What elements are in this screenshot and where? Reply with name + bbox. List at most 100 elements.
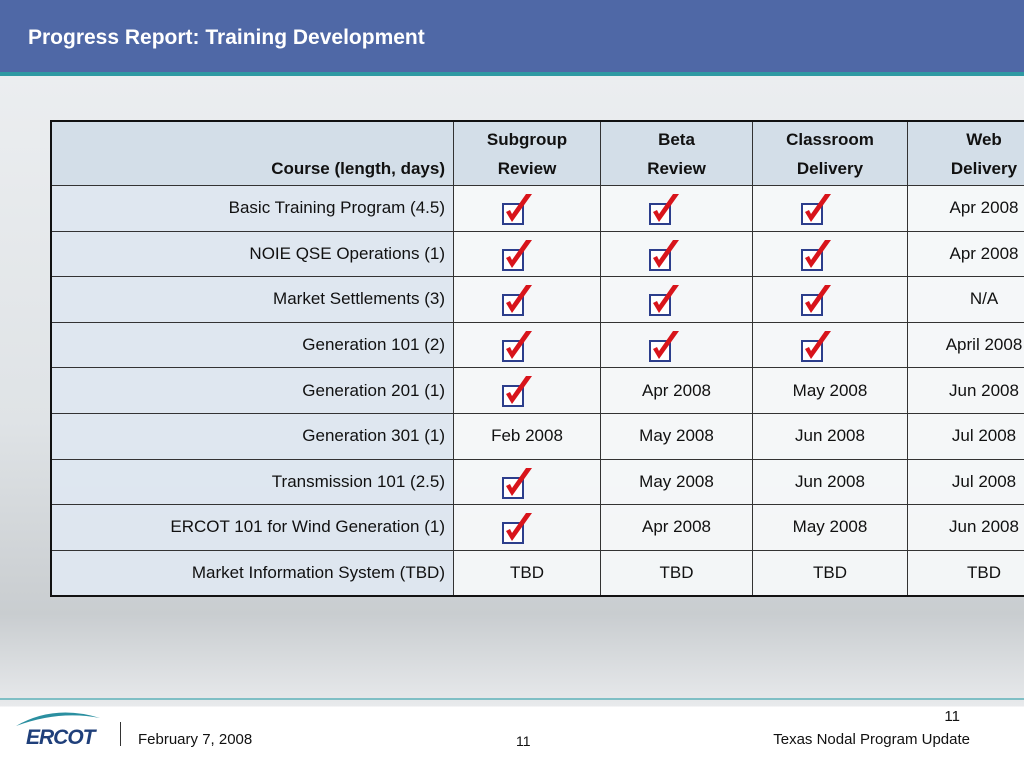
cell-text: May 2008 xyxy=(639,426,714,446)
slide-title: Progress Report: Training Development xyxy=(28,26,425,49)
checkmark-icon xyxy=(649,194,679,225)
table-row: Market Settlements (3) N/A xyxy=(50,276,1024,323)
table-row: Generation 201 (1) Apr 2008 May 2008 Jun 20… xyxy=(50,367,1024,414)
logo: ERCOT xyxy=(26,726,95,749)
column-header: Web Delivery xyxy=(907,120,1024,186)
cell-text: Generation 101 (2) xyxy=(302,335,445,355)
status-cell: Jun 2008 xyxy=(907,367,1024,414)
cell-text: TBD xyxy=(967,563,1001,583)
status-cell: Jul 2008 xyxy=(907,458,1024,506)
cell-text: Apr 2008 xyxy=(642,517,711,537)
status-cell: Jun 2008 xyxy=(907,504,1024,551)
table-row: Basic Training Program (4.5) Apr 2008 xyxy=(50,185,1024,232)
course-name: Market Settlements (3) xyxy=(50,276,454,323)
cell-text: May 2008 xyxy=(792,380,868,400)
course-name: NOIE QSE Operations (1) xyxy=(50,230,454,278)
status-cell xyxy=(752,185,908,232)
header-text: Review xyxy=(497,158,557,178)
slide-number: 11 xyxy=(944,708,960,725)
cell-text: Apr 2008 xyxy=(949,243,1019,263)
status-cell xyxy=(752,321,908,369)
progress-table: Course (length, days) Subgroup Review Beta R… xyxy=(50,120,1024,598)
status-cell xyxy=(453,458,601,506)
cell-text: N/A xyxy=(969,289,999,309)
header-row: Course (length, days) Subgroup Review Beta R… xyxy=(50,120,1024,186)
status-cell: TBD xyxy=(752,549,908,597)
cell-text: TBD xyxy=(659,563,694,583)
status-cell: Apr 2008 xyxy=(907,230,1024,278)
cell-text: April 2008 xyxy=(945,335,1023,355)
cell-text: Jun 2008 xyxy=(949,517,1019,537)
cell-text: TBD xyxy=(510,563,544,583)
course-name: Basic Training Program (4.5) xyxy=(50,185,454,232)
status-cell xyxy=(600,185,753,232)
header-text: Web xyxy=(966,129,1002,149)
header-text: Delivery xyxy=(796,158,864,178)
status-cell xyxy=(453,276,601,323)
cell-text: TBD xyxy=(813,563,847,583)
course-name: Transmission 101 (2.5) xyxy=(50,458,454,506)
status-cell: May 2008 xyxy=(752,504,908,551)
status-cell: Apr 2008 xyxy=(600,367,753,414)
course-name: ERCOT 101 for Wind Generation (1) xyxy=(50,504,454,551)
checkmark-icon xyxy=(649,330,679,362)
table-row: ERCOT 101 for Wind Generation (1) Apr 200… xyxy=(50,504,1024,551)
status-cell: May 2008 xyxy=(600,412,753,460)
cell-text: ERCOT 101 for Wind Generation (1) xyxy=(170,517,445,537)
cell-text: Market Settlements (3) xyxy=(273,289,445,309)
status-cell: Feb 2008 xyxy=(453,412,601,460)
checkmark-icon xyxy=(649,285,679,317)
cell-text: Basic Training Program (4.5) xyxy=(228,198,445,218)
status-cell: Apr 2008 xyxy=(600,504,753,551)
table-body: Basic Training Program (4.5) Apr 2008 NOIE… xyxy=(50,185,1024,597)
header-text: Classroom xyxy=(786,129,874,149)
cell-text: Generation 301 (1) xyxy=(302,426,445,446)
status-cell xyxy=(752,276,908,323)
table-row: Transmission 101 (2.5) May 2008 Jun 2008 Ju… xyxy=(50,458,1024,506)
status-cell: Apr 2008 xyxy=(907,185,1024,232)
table-row: Generation 301 (1) Feb 2008 May 2008 Jun 20… xyxy=(50,412,1024,460)
checkmark-icon xyxy=(801,194,831,225)
checkmark-icon xyxy=(649,239,679,271)
cell-text: May 2008 xyxy=(792,517,868,537)
table-row: Market Information System (TBD) TBD TBD TBD… xyxy=(50,549,1024,597)
header-text: Beta xyxy=(658,129,695,149)
footer-program: Texas Nodal Program Update xyxy=(773,731,970,748)
status-cell xyxy=(453,185,601,232)
course-name: Generation 201 (1) xyxy=(50,367,454,414)
logo-swoosh xyxy=(16,712,100,726)
course-name: Market Information System (TBD) xyxy=(50,549,454,597)
status-cell: May 2008 xyxy=(600,458,753,506)
cell-text: Generation 201 (1) xyxy=(302,380,445,400)
status-cell xyxy=(453,230,601,278)
column-header: Beta Review xyxy=(600,120,753,186)
table-row: Generation 101 (2) April 2008 xyxy=(50,321,1024,369)
status-cell xyxy=(600,230,753,278)
checkmark-icon xyxy=(801,285,831,317)
cell-text: Jul 2008 xyxy=(951,471,1017,491)
checkmark-icon xyxy=(502,467,532,499)
checkmark-icon xyxy=(502,330,532,362)
title-bar xyxy=(0,0,1024,76)
status-cell xyxy=(752,230,908,278)
status-cell: N/A xyxy=(907,276,1024,323)
footer-page: 11 xyxy=(516,733,531,749)
status-cell xyxy=(600,276,753,323)
checkmark-icon xyxy=(502,376,532,408)
footer-line xyxy=(0,698,1024,700)
header-text: Review xyxy=(647,158,706,178)
cell-text: Apr 2008 xyxy=(642,380,711,400)
header-text: Course (length, days) xyxy=(271,159,445,178)
status-cell: April 2008 xyxy=(907,321,1024,369)
checkmark-icon xyxy=(502,513,532,545)
status-cell: Jul 2008 xyxy=(907,412,1024,460)
status-cell xyxy=(453,504,601,551)
status-cell: TBD xyxy=(453,549,601,597)
cell-text: Jun 2008 xyxy=(795,426,865,446)
cell-text: May 2008 xyxy=(639,471,714,491)
column-header: Course (length, days) xyxy=(50,120,454,186)
course-name: Generation 101 (2) xyxy=(50,321,454,369)
checkmark-icon xyxy=(502,285,532,317)
cell-text: Market Information System (TBD) xyxy=(191,563,445,583)
